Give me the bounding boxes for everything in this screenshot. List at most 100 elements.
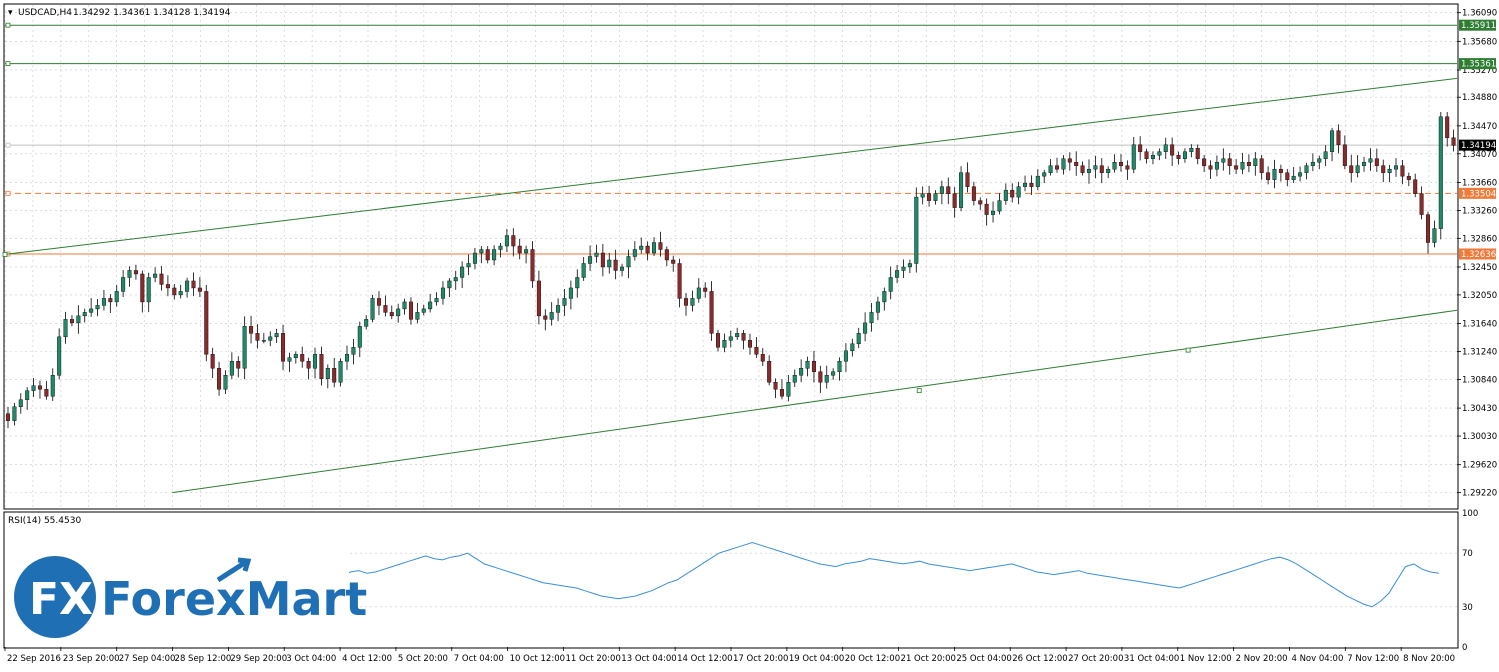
candle-body-bull — [824, 375, 829, 383]
candle — [863, 312, 868, 342]
candle-body-bull — [82, 312, 87, 317]
candle-body-bull — [1330, 130, 1335, 152]
candle-body-bull — [901, 266, 906, 271]
candle — [428, 293, 433, 313]
candle — [920, 186, 925, 205]
logo-circle-icon — [14, 556, 96, 638]
candle — [1426, 211, 1430, 254]
x-tick-label: 28 Sep 12:00 — [175, 654, 232, 664]
candle-body-bull — [991, 210, 996, 215]
candle-body-bear — [1266, 172, 1271, 180]
candle — [677, 258, 682, 308]
candle — [927, 185, 932, 207]
candle — [735, 327, 740, 340]
price-axis: 1.36090 1.35680 1.35270 1.34880 1.34470 1.340… — [1457, 9, 1497, 499]
candle — [236, 356, 241, 378]
candle-body-bull — [504, 235, 509, 247]
logo-text: ForexMart — [101, 572, 367, 626]
candle — [843, 343, 848, 373]
candle-body-bull — [1298, 172, 1303, 177]
candle-body-bear — [1074, 161, 1079, 166]
candle-body-bear — [217, 368, 222, 390]
price-label-text: 1.35361 — [1461, 60, 1496, 70]
channel-anchor-handle — [1185, 347, 1191, 353]
candle — [242, 316, 247, 380]
candle — [1189, 144, 1194, 158]
candle-body-bull — [351, 347, 356, 355]
candle — [185, 277, 190, 298]
candle — [447, 278, 452, 298]
y-tick-label: 1.34880 — [1462, 93, 1497, 103]
candle-body-bull — [447, 280, 452, 289]
candle — [831, 368, 836, 380]
candle — [133, 264, 138, 280]
candle — [76, 305, 81, 334]
x-tick-label: 31 Oct 04:00 — [1124, 654, 1179, 664]
candle — [933, 190, 938, 205]
candle-body-bear — [658, 242, 663, 250]
candle-body-bear — [613, 259, 618, 271]
candle — [1023, 175, 1028, 192]
candle — [504, 229, 509, 252]
y-tick-label: 1.32450 — [1462, 263, 1497, 273]
candle-body-bull — [869, 312, 874, 324]
candle-body-bull — [325, 368, 330, 379]
candle-body-bear — [69, 319, 74, 324]
candle — [12, 402, 17, 426]
candle-body-bull — [1061, 158, 1066, 170]
candle — [223, 370, 228, 395]
candle — [1298, 166, 1303, 182]
candle — [146, 272, 151, 313]
y-tick-label: 1.34470 — [1462, 122, 1497, 132]
candle-body-bear — [1118, 161, 1123, 166]
y-tick-label: 1.30840 — [1462, 375, 1497, 385]
candle — [639, 237, 644, 254]
candle-body-bull — [620, 266, 625, 271]
candle-body-bear — [760, 354, 765, 362]
candle-body-bull — [594, 252, 599, 257]
candle-body-bull — [792, 375, 797, 383]
candle-body-bear — [1099, 165, 1104, 173]
symbol-dropdown-arrow-icon[interactable]: ▾ — [8, 8, 13, 18]
x-tick-label: 22 Sep 2016 — [7, 654, 61, 664]
candle — [1266, 166, 1271, 185]
candle-body-bull — [1438, 116, 1443, 229]
candle — [1272, 159, 1277, 189]
candle — [741, 330, 746, 350]
candle-body-bull — [121, 277, 126, 292]
candle — [466, 254, 471, 276]
candle-body-bull — [345, 354, 349, 362]
candle-body-bull — [607, 259, 612, 268]
y-tick-label: 1.31640 — [1462, 320, 1497, 330]
candle-body-bear — [965, 172, 970, 187]
candle — [952, 187, 957, 218]
candle-body-bear — [249, 326, 254, 334]
candle-body-bull — [843, 350, 848, 362]
candle-body-bull — [575, 277, 580, 289]
x-tick-label: 7 Oct 04:00 — [454, 654, 504, 664]
candle-body-bear — [1202, 158, 1207, 166]
candle — [607, 252, 612, 274]
candle-body-bear — [332, 368, 337, 383]
candle — [1067, 152, 1072, 171]
candle — [287, 352, 292, 373]
candle-body-bull — [652, 242, 657, 254]
candle — [588, 245, 593, 271]
candle-body-bull — [1221, 158, 1226, 163]
candle-body-bull — [1310, 161, 1315, 166]
candle — [1336, 124, 1341, 154]
candle — [140, 270, 145, 313]
candle-body-bear — [984, 203, 989, 215]
candle-body-bear — [946, 186, 951, 194]
candle — [472, 247, 477, 270]
candle — [319, 346, 324, 386]
candle-body-bull — [1272, 168, 1277, 180]
candle — [1176, 151, 1181, 165]
candle-body-bear — [319, 354, 324, 379]
candle — [1304, 162, 1309, 180]
candle — [127, 266, 132, 287]
candle-body-bull — [632, 249, 637, 257]
candle — [575, 269, 580, 298]
candle — [626, 249, 631, 279]
candle-body-bull — [722, 340, 727, 348]
